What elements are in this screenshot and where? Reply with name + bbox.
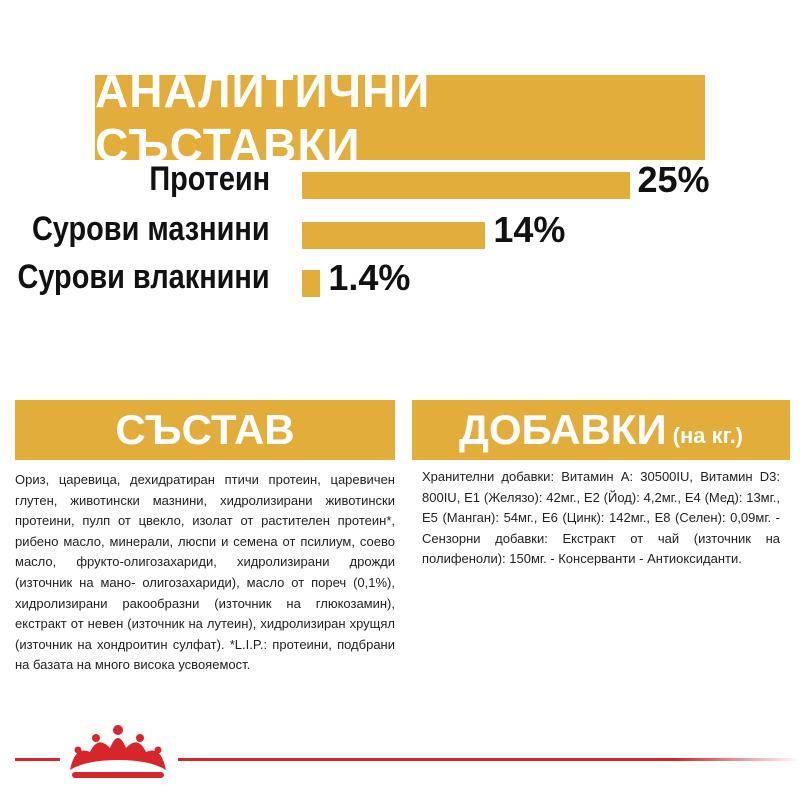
logo	[70, 725, 166, 778]
bar	[302, 270, 321, 297]
value-label: 1.4%	[328, 257, 411, 298]
composition-text: Ориз, царевица, дехидратиран птичи проте…	[15, 472, 395, 673]
additives-text: Хранителни добавки: Витамин A: 30500IU, …	[422, 469, 780, 567]
value-label: 25%	[637, 159, 710, 200]
additives-unit: (на кг.)	[672, 423, 744, 448]
title-band: АНАЛИТИЧНИ СЪСТАВКИ	[95, 65, 705, 171]
row-label: Протеин	[149, 160, 270, 198]
bar	[302, 222, 486, 249]
additives-band: ДОБАВКИ (на кг.)	[412, 400, 790, 460]
value-label: 14%	[493, 209, 566, 250]
additives-title: ДОБАВКИ	[458, 406, 667, 453]
composition-title: СЪСТАВ	[115, 406, 295, 453]
title: АНАЛИТИЧНИ СЪСТАВКИ	[95, 64, 431, 171]
row-label: Сурови мазнини	[32, 210, 270, 248]
footer-line	[178, 758, 800, 761]
composition-band: СЪСТАВ	[15, 400, 395, 460]
bar	[302, 172, 630, 199]
row-label: Сурови влакнини	[17, 258, 270, 296]
footer-line	[15, 758, 60, 761]
